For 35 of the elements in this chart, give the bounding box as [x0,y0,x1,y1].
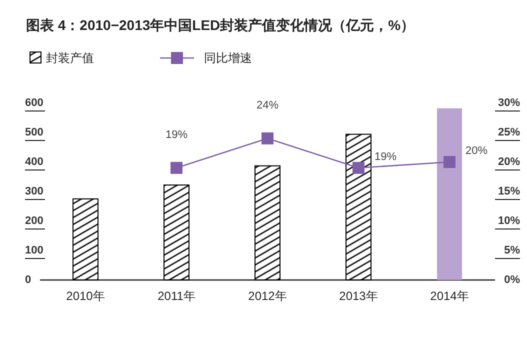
bar [346,134,372,280]
title: 图表 4：2010−2013年中国LED封装产值变化情况（亿元，%） [26,17,415,33]
data-label: 24% [256,99,279,112]
bar [437,108,462,280]
bar [254,165,280,280]
y-tick-label: 300 [25,186,44,198]
y2-tick-label: 15% [498,186,520,198]
y2-tick-label: 20% [498,156,520,168]
y2-tick-label: 0% [504,274,520,286]
y2-tick-label: 5% [504,244,520,256]
point [262,132,274,144]
legend-label: 封装产值 [46,51,94,65]
x-tick-label: 2010年 [66,289,105,303]
y-tick-label: 0 [25,274,32,286]
data-label: 19% [165,128,188,141]
x-tick-label: 2013年 [339,289,378,303]
y2-tick-label: 30% [498,97,520,109]
x-tick-label: 2012年 [248,289,287,303]
x-tick-label: 2011年 [158,289,196,303]
bar [164,184,190,280]
y-tick-label: 600 [25,97,44,109]
y-tick-label: 400 [25,156,44,168]
point [352,162,364,174]
x-tick-label: 2014年 [430,289,469,303]
data-label: 20% [466,145,488,157]
y2-tick-label: 10% [498,215,520,227]
y-tick-label: 200 [25,215,44,227]
data-label: 19% [374,150,397,163]
point [170,162,182,174]
y2-tick-label: 25% [498,126,520,138]
bar [72,198,98,280]
legend-label: 同比增速 [204,51,252,65]
y-tick-label: 500 [25,126,44,138]
point [444,156,456,168]
y-tick-label: 100 [25,244,44,256]
